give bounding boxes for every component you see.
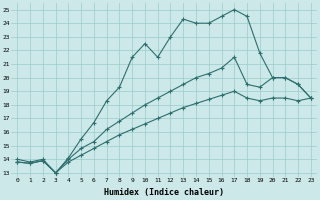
X-axis label: Humidex (Indice chaleur): Humidex (Indice chaleur) [104,188,224,197]
